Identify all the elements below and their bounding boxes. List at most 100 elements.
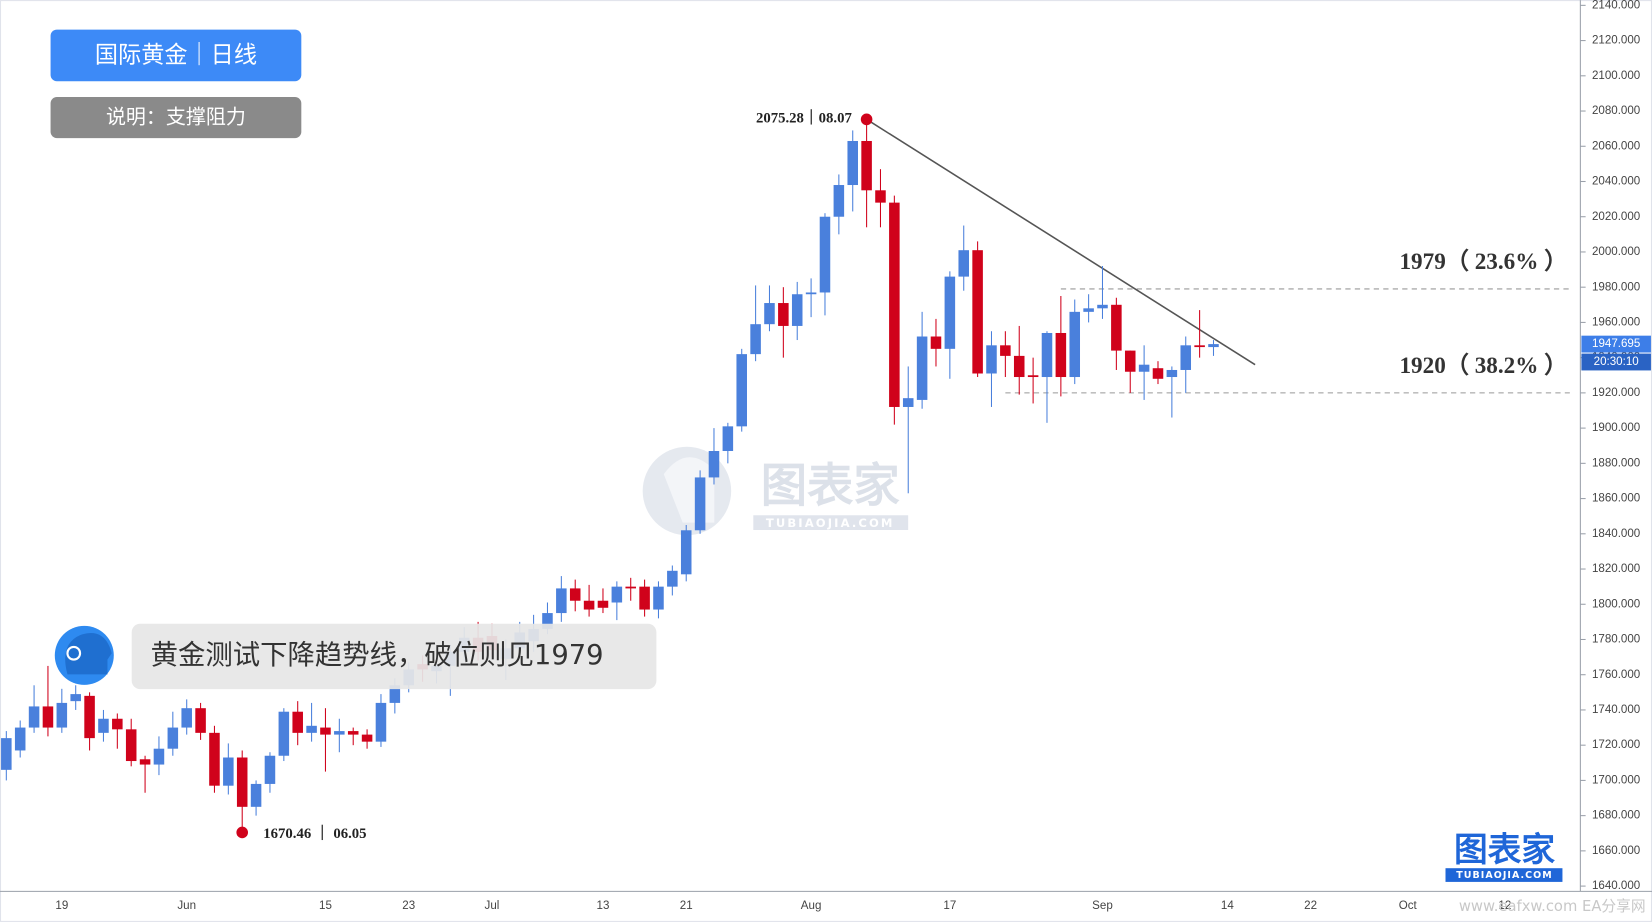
candle-body bbox=[833, 185, 845, 217]
title-box bbox=[50, 29, 302, 82]
candle-body bbox=[181, 708, 192, 728]
y-tick-label: 1680.000 bbox=[1592, 810, 1640, 822]
candle-body bbox=[778, 303, 789, 326]
candle-body bbox=[1152, 368, 1164, 379]
candle-body bbox=[1194, 345, 1205, 348]
candle-body bbox=[1208, 344, 1219, 348]
candle-body bbox=[667, 570, 678, 587]
annotation-text: 黄金测试下降趋势线，破位则见1979 bbox=[151, 640, 604, 671]
candle-body bbox=[42, 706, 54, 728]
y-tick-label: 1740.000 bbox=[1592, 704, 1640, 716]
logo-title: 图表家 bbox=[1454, 830, 1555, 869]
x-tick-label: 22 bbox=[1304, 900, 1317, 912]
countdown-label: 20:30:10 bbox=[1594, 356, 1639, 368]
candle-body bbox=[70, 694, 81, 702]
subtitle-box bbox=[50, 96, 302, 139]
candle-body bbox=[361, 734, 373, 742]
candle-body bbox=[84, 695, 95, 739]
y-tick-label: 1780.000 bbox=[1592, 634, 1640, 646]
candle-body bbox=[542, 613, 553, 629]
y-tick-label: 1900.000 bbox=[1592, 422, 1640, 434]
trendline bbox=[866, 118, 1256, 366]
x-tick-label: 17 bbox=[943, 900, 956, 912]
level-label: 1920（ 38.2% ） bbox=[1399, 352, 1567, 379]
x-tick-label: Sep bbox=[1092, 900, 1113, 912]
last-price-box bbox=[1581, 335, 1651, 353]
y-tick-label: 2100.000 bbox=[1592, 70, 1640, 82]
y-tick-label: 1660.000 bbox=[1592, 845, 1640, 857]
candle-body bbox=[98, 718, 109, 733]
watermark-band bbox=[753, 515, 909, 531]
candle-body bbox=[722, 426, 734, 452]
candle-body bbox=[28, 706, 40, 728]
candle-body bbox=[639, 586, 650, 610]
candle-body bbox=[583, 600, 595, 610]
candle-body bbox=[1069, 311, 1081, 378]
y-tick-label: 2080.000 bbox=[1592, 105, 1640, 117]
candle-body bbox=[1013, 355, 1025, 378]
candle-body bbox=[236, 757, 248, 807]
x-tick-label: Oct bbox=[1399, 900, 1418, 912]
y-tick-label: 2020.000 bbox=[1592, 211, 1640, 223]
x-tick-label: 14 bbox=[1221, 900, 1234, 912]
x-tick-label: Jun bbox=[177, 900, 196, 912]
candle-body bbox=[1083, 308, 1094, 312]
candle-body bbox=[1166, 369, 1178, 378]
candle-body bbox=[125, 729, 137, 762]
candle-body bbox=[930, 336, 942, 349]
last-price-label: 1947.695 bbox=[1592, 338, 1640, 350]
candle-body bbox=[1138, 364, 1150, 372]
candle-body bbox=[292, 711, 303, 733]
countdown-box bbox=[1581, 353, 1651, 371]
candle-body bbox=[944, 276, 956, 349]
candle-body bbox=[250, 783, 262, 807]
y-tick-label: 1840.000 bbox=[1592, 528, 1640, 540]
candle-body bbox=[597, 600, 609, 608]
candle-body bbox=[306, 725, 317, 733]
y-tick-label: 1920.000 bbox=[1592, 387, 1640, 399]
candle-body bbox=[819, 216, 831, 293]
x-tick-label: 21 bbox=[680, 900, 693, 912]
y-tick-label: 1880.000 bbox=[1592, 457, 1640, 469]
candle-body bbox=[625, 586, 636, 589]
y-tick-label: 1820.000 bbox=[1592, 563, 1640, 575]
y-tick-label: 1860.000 bbox=[1592, 493, 1640, 505]
avatar-head bbox=[65, 633, 112, 675]
x-tick-label: 12 bbox=[1498, 900, 1511, 912]
extreme-marker bbox=[236, 826, 249, 839]
candle-body bbox=[1027, 375, 1039, 378]
candle-body bbox=[1097, 304, 1108, 309]
y-tick-label: 2000.000 bbox=[1592, 246, 1640, 258]
candle-body bbox=[1111, 304, 1122, 351]
level-label: 1979（ 23.6% ） bbox=[1399, 248, 1567, 275]
watermark-title: 图表家 bbox=[761, 458, 901, 512]
x-tick-label: 19 bbox=[55, 900, 68, 912]
candle-body bbox=[569, 588, 581, 601]
candle-body bbox=[847, 140, 858, 186]
candle-body bbox=[750, 324, 761, 355]
candle-body bbox=[556, 588, 567, 614]
extreme-marker bbox=[860, 113, 873, 126]
y-tick-label: 2120.000 bbox=[1592, 35, 1640, 47]
logo-subtitle: TUBIAOJIA.COM bbox=[1456, 870, 1553, 881]
candle-body bbox=[14, 727, 26, 751]
candle-body bbox=[902, 398, 914, 407]
candle-body bbox=[1180, 345, 1192, 370]
x-tick-label: Jul bbox=[485, 900, 500, 912]
watermark-subtitle: TUBIAOJIA.COM bbox=[766, 516, 895, 530]
y-tick-label: 1640.000 bbox=[1592, 880, 1640, 892]
candle-body bbox=[611, 586, 623, 603]
candle-body bbox=[264, 755, 276, 784]
candle-body bbox=[56, 702, 68, 728]
y-tick-label: 1760.000 bbox=[1592, 669, 1640, 681]
annotation-box bbox=[131, 623, 657, 690]
candle-body bbox=[278, 711, 290, 756]
candle-body bbox=[708, 451, 720, 478]
candle-body bbox=[209, 732, 220, 786]
candle-body bbox=[916, 336, 928, 400]
logo-band bbox=[1445, 868, 1563, 882]
y-tick-label: 1700.000 bbox=[1592, 774, 1640, 786]
